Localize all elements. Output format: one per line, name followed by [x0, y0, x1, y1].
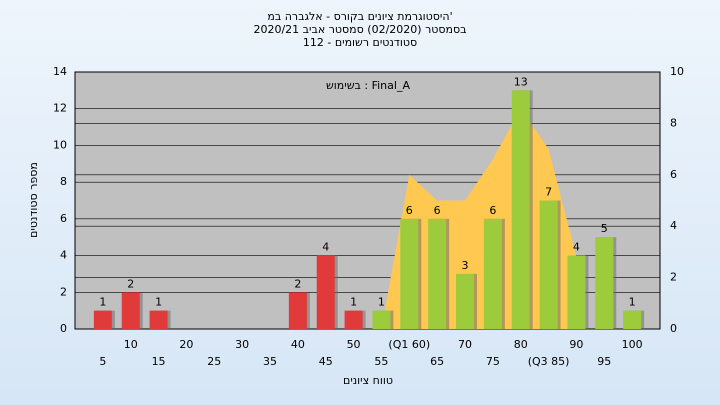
- bar: [511, 90, 530, 329]
- bar: [149, 310, 168, 329]
- y-tick-label: 8: [60, 175, 67, 188]
- y-tick-label: 2: [60, 285, 67, 298]
- x-tick-label: 50: [347, 338, 361, 351]
- y2-tick-label: 10: [670, 65, 684, 78]
- y-tick-label: 10: [53, 138, 67, 151]
- y-tick-label: 0: [60, 322, 67, 335]
- value-label: 1: [378, 296, 385, 309]
- value-label: 6: [434, 204, 441, 217]
- x-axis-label: טווח ציונים: [343, 374, 393, 387]
- bar: [372, 310, 391, 329]
- value-label: 2: [127, 277, 134, 290]
- bar: [344, 310, 363, 329]
- x-tick-label: 65: [430, 355, 444, 368]
- value-label: 4: [322, 241, 329, 254]
- x-tick-label: 100: [622, 338, 643, 351]
- y-axis-label: מספר סטודנטים: [27, 162, 40, 238]
- x-tick-label: 40: [291, 338, 305, 351]
- bar: [623, 310, 642, 329]
- bar: [456, 273, 474, 329]
- x-tick-label: 5: [99, 355, 106, 368]
- value-label: 7: [545, 186, 552, 199]
- value-label: 1: [155, 296, 162, 309]
- y2-tick-label: 6: [670, 168, 677, 181]
- value-label: 1: [99, 296, 106, 309]
- bar: [316, 255, 335, 329]
- y-tick-label: 6: [60, 212, 67, 225]
- bar: [595, 237, 614, 329]
- bar: [539, 200, 558, 329]
- x-tick-label: 80: [514, 338, 528, 351]
- value-label: 2: [294, 277, 301, 290]
- value-label: 1: [350, 296, 357, 309]
- bar: [428, 218, 447, 329]
- bar: [567, 255, 586, 329]
- value-label: 6: [406, 204, 413, 217]
- x-tick-label: 90: [569, 338, 583, 351]
- x-tick-label: (Q3 85): [528, 355, 570, 368]
- x-tick-label: (Q1 60): [388, 338, 430, 351]
- x-tick-label: 25: [207, 355, 221, 368]
- x-tick-label: 35: [263, 355, 277, 368]
- bar: [93, 310, 112, 329]
- title-line: היסטוגרמת ציונים בקורס - אלגברה במ': [267, 10, 452, 23]
- bar: [400, 218, 419, 329]
- x-tick-label: 30: [235, 338, 249, 351]
- value-label: 13: [514, 75, 528, 88]
- title-line: בסמסטר (02/2020) סמסטר אביב 2020/21: [253, 23, 466, 36]
- y2-tick-label: 2: [670, 271, 677, 284]
- y-tick-label: 4: [60, 249, 67, 262]
- x-tick-label: 75: [486, 355, 500, 368]
- title-line: סטודנטים רשומים - 112: [303, 36, 417, 49]
- y-tick-label: 14: [53, 65, 67, 78]
- annotation: בשימוש : Final_A: [326, 79, 410, 92]
- x-tick-label: 70: [458, 338, 472, 351]
- bar: [483, 218, 502, 329]
- value-label: 5: [601, 222, 608, 235]
- bar: [288, 292, 307, 329]
- x-tick-label: 10: [124, 338, 138, 351]
- bar: [121, 292, 140, 329]
- x-tick-label: 95: [597, 355, 611, 368]
- y2-tick-label: 0: [670, 322, 677, 335]
- x-tick-label: 20: [179, 338, 193, 351]
- y-tick-label: 12: [53, 102, 67, 115]
- y2-tick-label: 4: [670, 219, 677, 232]
- y2-tick-label: 8: [670, 116, 677, 129]
- value-label: 1: [629, 296, 636, 309]
- x-tick-label: 45: [319, 355, 333, 368]
- x-tick-label: 15: [152, 355, 166, 368]
- value-label: 3: [462, 259, 469, 272]
- value-label: 6: [489, 204, 496, 217]
- x-tick-label: 55: [374, 355, 388, 368]
- value-label: 4: [573, 241, 580, 254]
